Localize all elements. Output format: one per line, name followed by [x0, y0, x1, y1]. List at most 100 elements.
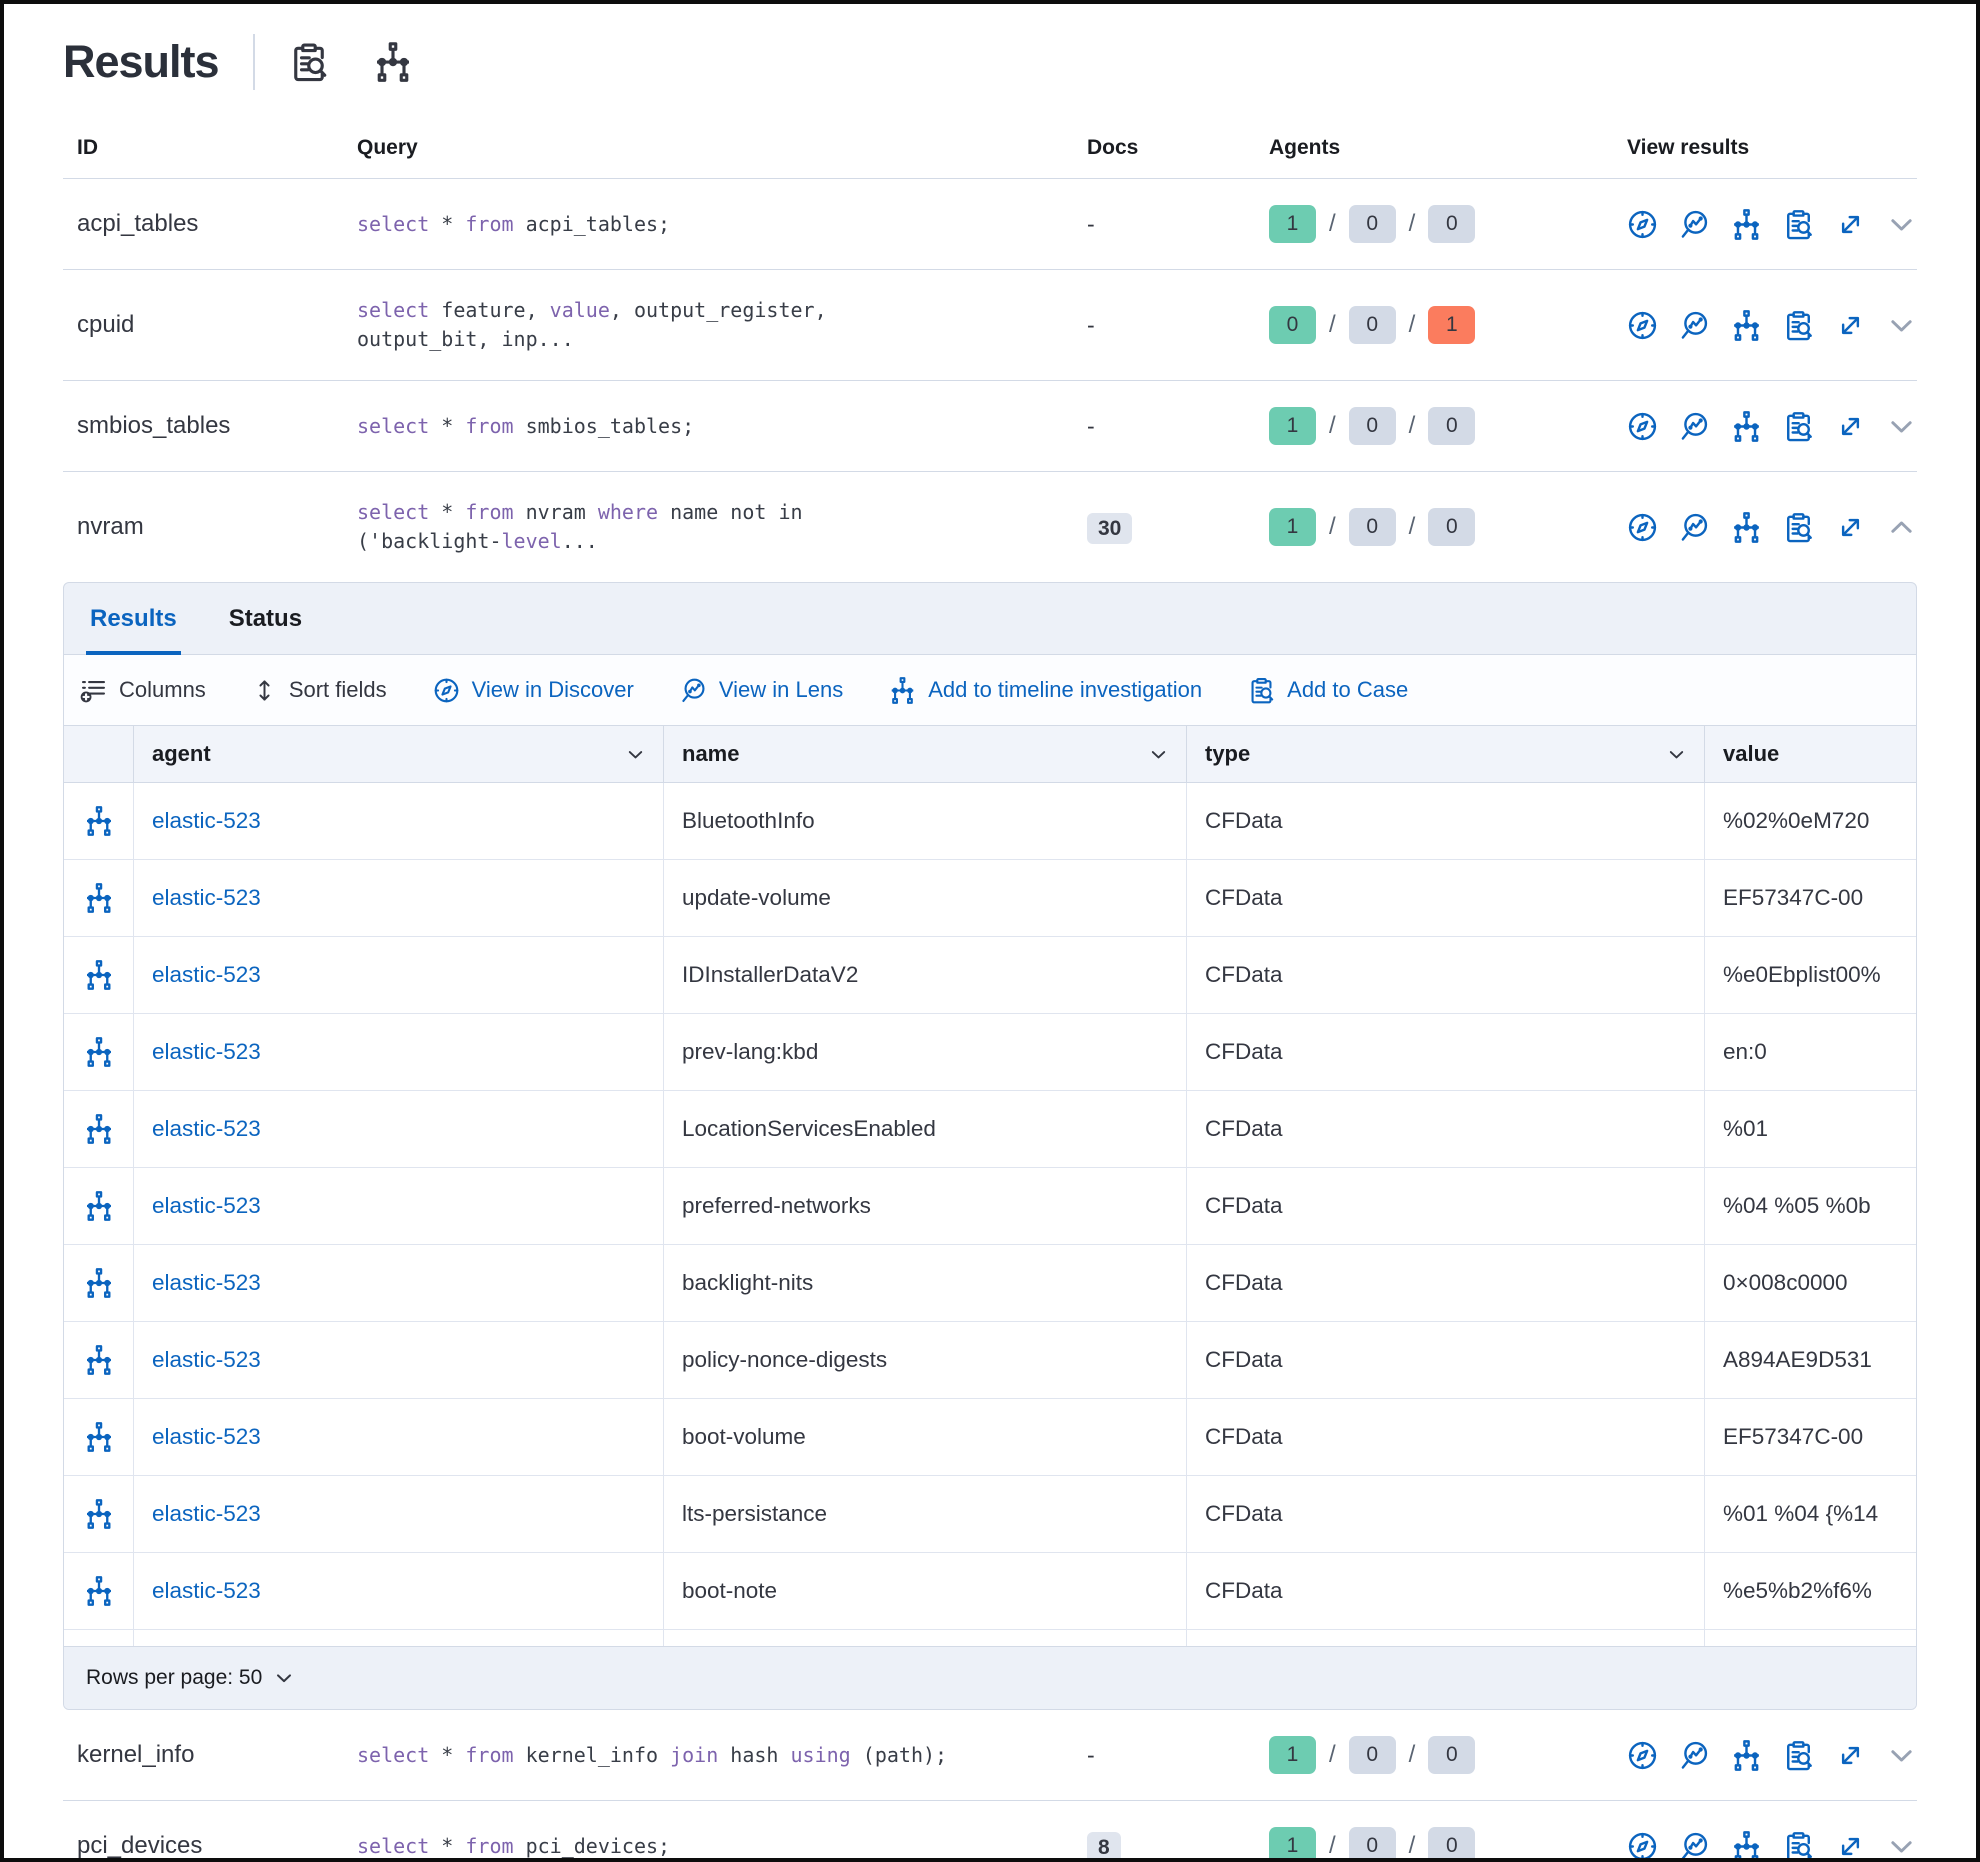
grid-column-type[interactable]: type — [1187, 726, 1705, 782]
add-to-case-button[interactable]: Add to Case — [1248, 677, 1408, 704]
results-table-header: ID Query Docs Agents View results — [63, 120, 1917, 179]
view-in-discover-button[interactable]: View in Discover — [433, 677, 634, 704]
docs-count: 30 — [1073, 488, 1255, 567]
view-in-discover-icon[interactable] — [1627, 310, 1658, 341]
data-grid-row: elastic-523 backlight-nits CFData 0×008c… — [64, 1245, 1916, 1322]
agent-link[interactable]: elastic-523 — [152, 885, 261, 910]
row-timeline-icon[interactable] — [64, 1168, 134, 1244]
agents-success-badge: 1 — [1269, 508, 1316, 546]
cell-agent: elastic-523 — [134, 1399, 664, 1475]
expand-results-icon[interactable] — [1835, 411, 1866, 442]
view-in-lens-button[interactable]: View in Lens — [680, 677, 843, 704]
column-menu-chevron-icon[interactable] — [1149, 745, 1168, 764]
toggle-row-chevron-icon[interactable] — [1887, 412, 1916, 441]
row-timeline-icon[interactable] — [64, 860, 134, 936]
saved-queries-clipboard-icon[interactable] — [289, 42, 329, 82]
tab-status[interactable]: Status — [228, 605, 303, 632]
toggle-row-chevron-icon[interactable] — [1887, 1741, 1916, 1770]
toggle-row-chevron-icon[interactable] — [1887, 1832, 1916, 1859]
toggle-row-chevron-icon[interactable] — [1887, 513, 1916, 542]
row-timeline-icon[interactable] — [64, 1014, 134, 1090]
cell-agent: elastic-523 — [134, 1322, 664, 1398]
cell-agent: elastic-523 — [134, 783, 664, 859]
add-to-timeline-icon[interactable] — [1731, 511, 1762, 543]
columns-button[interactable]: Columns — [80, 677, 206, 704]
grid-column-agent[interactable]: agent — [134, 726, 664, 782]
add-to-timeline-icon[interactable] — [1731, 1739, 1762, 1771]
column-header-view-results: View results — [1627, 136, 1750, 159]
view-in-lens-icon[interactable] — [1679, 411, 1710, 442]
agents-success-badge: 1 — [1269, 205, 1316, 243]
pack-timeline-icon[interactable] — [373, 42, 413, 82]
expand-results-icon[interactable] — [1835, 1740, 1866, 1771]
row-timeline-icon[interactable] — [64, 1322, 134, 1398]
data-grid-row: elastic-523 lts-persistance CFData %01 %… — [64, 1476, 1916, 1553]
expand-results-icon[interactable] — [1835, 1831, 1866, 1859]
view-in-discover-icon[interactable] — [1627, 1740, 1658, 1771]
view-in-lens-icon[interactable] — [1679, 512, 1710, 543]
add-to-timeline-icon[interactable] — [1731, 208, 1762, 240]
add-to-case-icon[interactable] — [1783, 1831, 1814, 1858]
grid-column-value[interactable]: value — [1723, 741, 1780, 766]
agent-link[interactable]: elastic-523 — [152, 1578, 261, 1603]
expand-results-icon[interactable] — [1835, 512, 1866, 543]
cell-value: %01 — [1723, 1116, 1769, 1141]
rows-per-page-chevron-icon[interactable] — [274, 1668, 294, 1688]
column-menu-chevron-icon[interactable] — [626, 745, 645, 764]
cell-agent: elastic-523 — [134, 1476, 664, 1552]
view-in-discover-icon[interactable] — [1627, 1831, 1658, 1858]
view-in-discover-icon[interactable] — [1627, 411, 1658, 442]
toggle-row-chevron-icon[interactable] — [1887, 210, 1916, 239]
grid-control-column — [64, 726, 134, 782]
view-in-lens-icon[interactable] — [1679, 1831, 1710, 1858]
agents-failed-badge: 0 — [1428, 1736, 1476, 1774]
view-in-lens-icon[interactable] — [1679, 1740, 1710, 1771]
tab-results[interactable]: Results — [86, 601, 181, 655]
sort-fields-button[interactable]: Sort fields — [252, 677, 387, 703]
add-to-case-icon[interactable] — [1783, 512, 1814, 543]
row-timeline-icon[interactable] — [64, 937, 134, 1013]
agent-link[interactable]: elastic-523 — [152, 808, 261, 833]
agent-link[interactable]: elastic-523 — [152, 1424, 261, 1449]
column-menu-chevron-icon[interactable] — [1667, 745, 1686, 764]
row-timeline-icon[interactable] — [64, 1553, 134, 1629]
agent-link[interactable]: elastic-523 — [152, 1193, 261, 1218]
rows-per-page-button[interactable]: Rows per page: 50 — [86, 1666, 263, 1689]
agent-link[interactable]: elastic-523 — [152, 1501, 261, 1526]
cell-name: lts-persistance — [664, 1476, 1187, 1552]
view-in-discover-icon[interactable] — [1627, 512, 1658, 543]
row-timeline-icon[interactable] — [64, 1091, 134, 1167]
toggle-row-chevron-icon[interactable] — [1887, 311, 1916, 340]
query-result-row: pci_devices select * from pci_devices; 8… — [63, 1801, 1917, 1859]
view-in-discover-icon[interactable] — [1627, 209, 1658, 240]
view-in-lens-icon[interactable] — [1679, 310, 1710, 341]
data-grid-row: elastic-523 preferred-networks CFData %0… — [64, 1168, 1916, 1245]
agent-link[interactable]: elastic-523 — [152, 1347, 261, 1372]
agents-status: 1/ 0/ 0 — [1255, 1801, 1613, 1858]
add-to-timeline-icon[interactable] — [1731, 1830, 1762, 1858]
agent-link[interactable]: elastic-523 — [152, 1116, 261, 1141]
row-timeline-icon[interactable] — [64, 783, 134, 859]
cell-type: CFData — [1187, 1553, 1705, 1629]
add-to-timeline-button[interactable]: Add to timeline investigation — [889, 676, 1202, 704]
add-to-case-icon[interactable] — [1783, 310, 1814, 341]
add-to-case-icon[interactable] — [1783, 411, 1814, 442]
row-timeline-icon[interactable] — [64, 1476, 134, 1552]
expand-results-icon[interactable] — [1835, 209, 1866, 240]
query-id: acpi_tables — [77, 210, 199, 237]
agent-link[interactable]: elastic-523 — [152, 1039, 261, 1064]
row-timeline-icon[interactable] — [64, 1399, 134, 1475]
agent-link[interactable]: elastic-523 — [152, 962, 261, 987]
add-to-case-icon[interactable] — [1783, 1740, 1814, 1771]
agents-failed-badge: 1 — [1428, 306, 1476, 344]
add-to-case-icon[interactable] — [1783, 209, 1814, 240]
view-results-actions — [1613, 486, 1917, 569]
view-in-lens-icon[interactable] — [1679, 209, 1710, 240]
sort-icon — [252, 678, 277, 703]
add-to-timeline-icon[interactable] — [1731, 410, 1762, 442]
expand-results-icon[interactable] — [1835, 310, 1866, 341]
row-timeline-icon[interactable] — [64, 1245, 134, 1321]
agent-link[interactable]: elastic-523 — [152, 1270, 261, 1295]
grid-column-name[interactable]: name — [664, 726, 1187, 782]
add-to-timeline-icon[interactable] — [1731, 309, 1762, 341]
